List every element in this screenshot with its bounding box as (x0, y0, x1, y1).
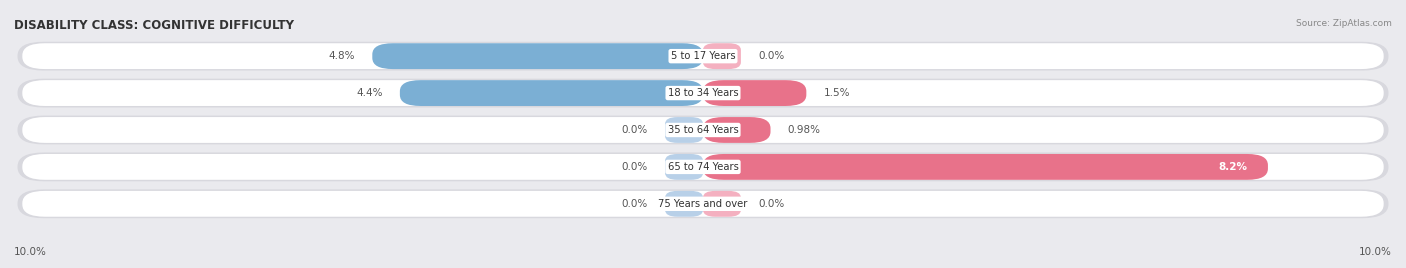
FancyBboxPatch shape (703, 80, 807, 106)
Text: 1.5%: 1.5% (824, 88, 851, 98)
Text: 75 Years and over: 75 Years and over (658, 199, 748, 209)
Text: 8.2%: 8.2% (1218, 162, 1247, 172)
FancyBboxPatch shape (17, 42, 1389, 70)
FancyBboxPatch shape (703, 154, 1268, 180)
FancyBboxPatch shape (22, 191, 1384, 217)
Text: 0.0%: 0.0% (758, 51, 785, 61)
FancyBboxPatch shape (22, 154, 1384, 180)
FancyBboxPatch shape (22, 80, 1384, 106)
FancyBboxPatch shape (399, 80, 703, 106)
Text: 4.4%: 4.4% (356, 88, 382, 98)
FancyBboxPatch shape (22, 117, 1384, 143)
Text: 0.0%: 0.0% (621, 162, 648, 172)
Text: 0.0%: 0.0% (621, 199, 648, 209)
FancyBboxPatch shape (665, 154, 703, 180)
Text: 10.0%: 10.0% (1360, 247, 1392, 257)
Legend: Male, Female: Male, Female (650, 267, 756, 268)
Text: 35 to 64 Years: 35 to 64 Years (668, 125, 738, 135)
Text: 5 to 17 Years: 5 to 17 Years (671, 51, 735, 61)
FancyBboxPatch shape (22, 43, 1384, 69)
Text: 4.8%: 4.8% (329, 51, 356, 61)
Text: 10.0%: 10.0% (14, 247, 46, 257)
Text: 0.0%: 0.0% (621, 125, 648, 135)
Text: 0.98%: 0.98% (787, 125, 821, 135)
FancyBboxPatch shape (17, 189, 1389, 218)
FancyBboxPatch shape (703, 117, 770, 143)
FancyBboxPatch shape (373, 43, 703, 69)
FancyBboxPatch shape (17, 116, 1389, 144)
Text: 65 to 74 Years: 65 to 74 Years (668, 162, 738, 172)
Text: Source: ZipAtlas.com: Source: ZipAtlas.com (1296, 19, 1392, 28)
FancyBboxPatch shape (17, 152, 1389, 181)
FancyBboxPatch shape (665, 191, 703, 217)
FancyBboxPatch shape (703, 43, 741, 69)
Text: DISABILITY CLASS: COGNITIVE DIFFICULTY: DISABILITY CLASS: COGNITIVE DIFFICULTY (14, 19, 294, 32)
FancyBboxPatch shape (703, 191, 741, 217)
Text: 18 to 34 Years: 18 to 34 Years (668, 88, 738, 98)
Text: 0.0%: 0.0% (758, 199, 785, 209)
FancyBboxPatch shape (665, 117, 703, 143)
FancyBboxPatch shape (17, 79, 1389, 107)
